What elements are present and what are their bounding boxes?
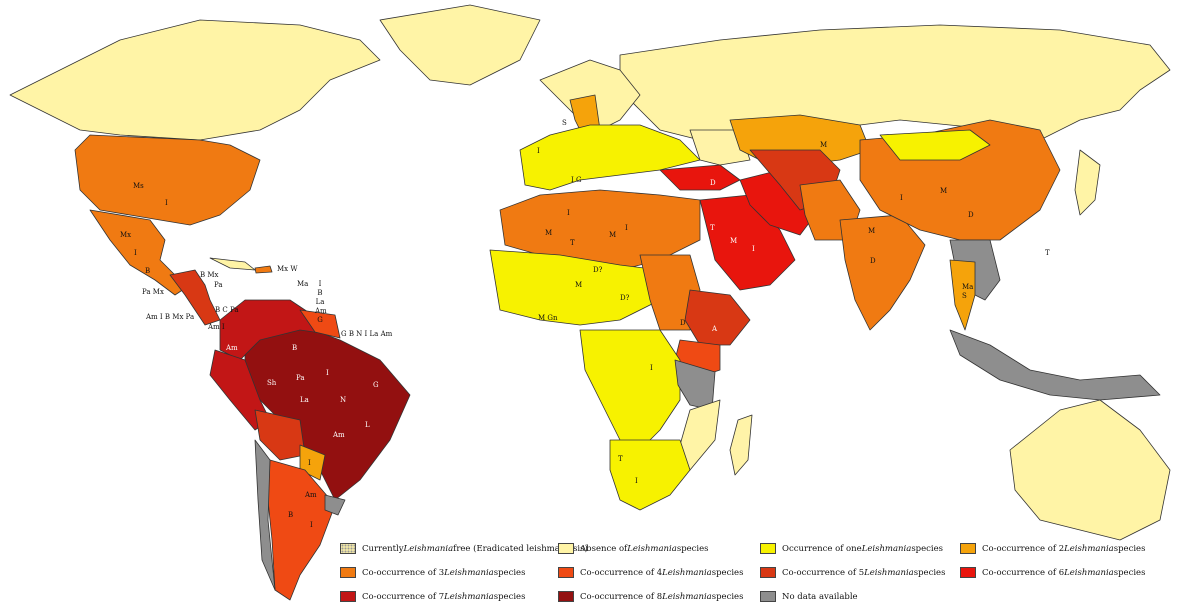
region-cuba [209,257,256,271]
region-argentina [267,459,336,601]
label-me-m: M [730,237,738,245]
label-mexico-i: I [134,249,137,257]
label-sa-b: B [292,344,298,352]
label-as-d: D [968,211,974,219]
label-eu-s: S [562,119,567,127]
label-eu-ig: I G [571,176,582,184]
region-japan [1074,149,1101,216]
region-madagascar [729,414,753,476]
label-sa-am-colombia: Am [226,344,238,352]
label-as-m: M [940,187,948,195]
region-bolivia [254,409,306,461]
region-southern-africa [609,439,691,511]
region-scandinavia [539,59,641,131]
label-eu-i: I [537,147,540,155]
region-india [839,214,926,331]
label-sa-b-arg: B [288,511,294,519]
label-ca-b-c-pa: B C Pa [215,306,239,314]
label-as-i: I [900,194,903,202]
label-af-d-q: D? [593,266,603,274]
region-canada [9,19,381,141]
label-india-d: D [870,257,876,265]
label-sa-i-arg: I [310,521,313,529]
label-carib-pa: Pa [214,281,223,289]
label-carib-multi: I B La Am G [315,280,327,324]
region-mozambique [679,399,721,471]
label-af-m3: M [575,281,583,289]
label-me-i: I [752,245,755,253]
label-sa-l: L [365,421,370,429]
label-carib-ma: Ma [297,280,309,288]
label-as-ma-s: Ma S [962,283,974,300]
label-sa-la: La [300,396,309,404]
label-sa-g: G [373,381,379,389]
label-af-m-gn: M Gn [538,314,558,322]
label-carib-mx-w: Mx W [277,265,298,273]
label-af-i3: I [650,364,653,372]
label-me-t: T [710,224,715,232]
region-mongolia [879,129,991,161]
label-sa-sh: Sh [267,379,277,387]
region-sahel [489,249,661,326]
region-greenland [379,4,541,86]
label-sa-n: N [340,396,347,404]
region-central-africa [579,329,681,451]
label-ca-am-i-b-mx-pa: Am I B Mx Pa [146,313,195,321]
label-af-d: D [680,319,686,327]
label-carib-bmx: B Mx [200,271,219,279]
region-brazil [244,324,411,501]
label-sa-am-arg: Am [305,491,317,499]
label-sa-i: I [326,369,329,377]
label-af-i2: I [625,224,628,232]
label-sa-am-brazil: Am [333,431,345,439]
region-ukraine [689,129,751,166]
label-af-m2: M [609,231,617,239]
region-hispaniola [254,265,273,274]
label-af-i1: I [567,209,570,217]
region-guianas [299,309,341,339]
label-af-t1: T [570,239,575,247]
label-mexico-mx: Mx [120,231,132,239]
label-me-d: D [710,179,716,187]
region-chile [254,439,276,591]
region-australia [1009,399,1171,541]
label-sa-i-para: I [308,459,311,467]
label-af-i-sa: I [635,477,638,485]
label-ca-am-i: Am I [208,323,225,331]
region-western-europe [519,124,701,191]
label-af-d-q2: D? [620,294,630,302]
region-thailand [949,259,976,331]
label-me-a: A [712,325,718,333]
label-india-m: M [868,227,876,235]
region-indonesia [949,329,1161,401]
label-guiana: G B N I La Am [341,330,393,338]
label-sa-pa: Pa [296,374,305,382]
region-uruguay [324,494,346,516]
region-usa [74,134,261,226]
label-usa-i: I [165,199,168,207]
label-mexico-b: B [145,267,151,275]
region-ethiopia [684,289,751,346]
label-af-t: T [618,455,623,463]
region-russia [619,24,1171,141]
region-turkey [659,164,741,191]
label-af-m1: M [545,229,553,237]
region-sudan [639,254,701,331]
label-carib-pa-mx: Pa Mx [142,288,164,296]
label-as-t: T [1045,249,1050,257]
label-eu-m: M [820,141,828,149]
label-usa-ms: Ms [133,182,144,190]
